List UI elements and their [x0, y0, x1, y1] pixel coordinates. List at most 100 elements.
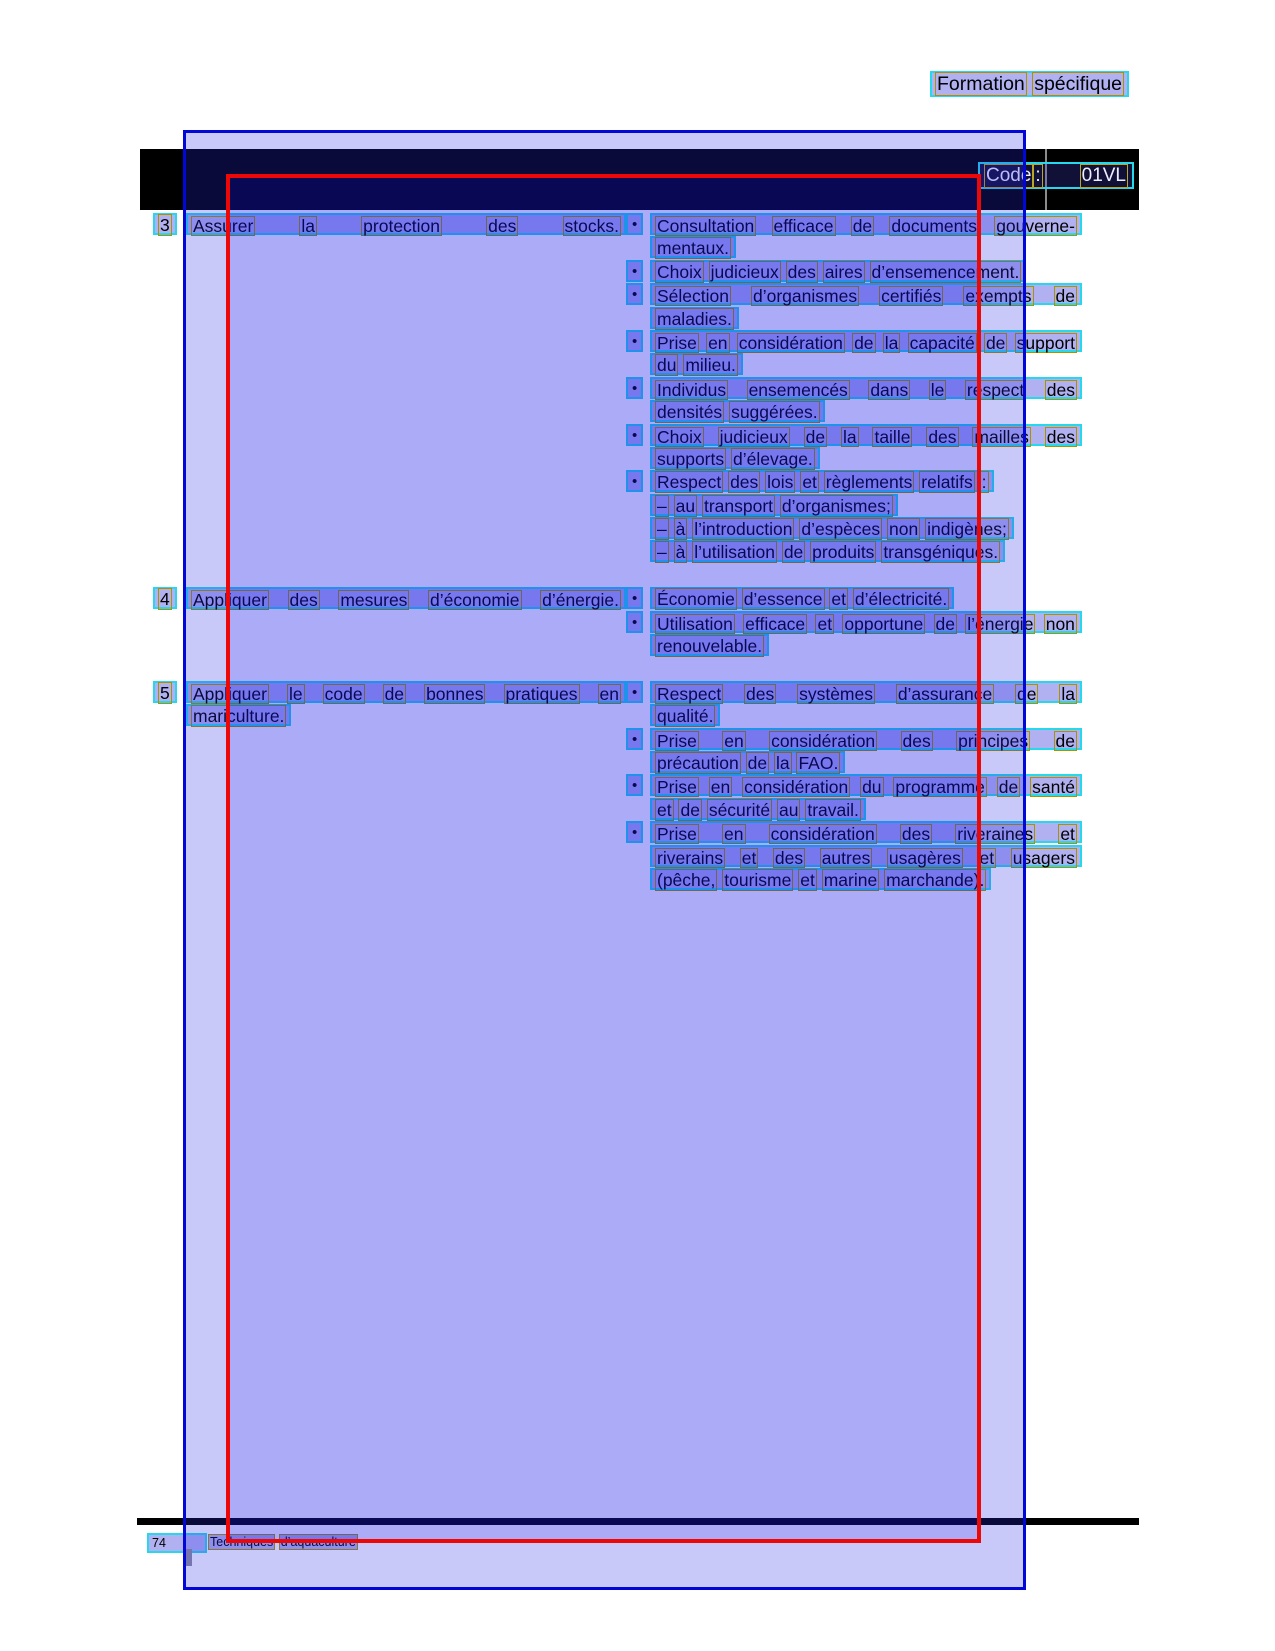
table-row: 4 Appliquer des mesures d’économie d’énergie.… [148, 587, 1082, 658]
word-box: considération [736, 332, 845, 353]
bullet-icon: • [626, 470, 644, 493]
word-box: usagères [886, 847, 963, 868]
objective-text: Appliquer des mesures d’économie d’énergie. [186, 587, 626, 611]
text-line-row: 4 [153, 587, 186, 611]
word-box: spécifique [1032, 72, 1125, 96]
ocr-line-box: 3 [153, 213, 177, 236]
word-box: documents [889, 216, 979, 236]
word-box: des [744, 683, 777, 704]
text-line-row: – à l’utilisation de produits transgéniq… [650, 540, 1082, 564]
ocr-line-box: – à l’introduction d’espèces non indigèn… [650, 517, 1014, 541]
word-box: de [1053, 730, 1077, 751]
word-box: renouvelable. [655, 635, 765, 658]
word-box: en [597, 683, 621, 704]
word-box: l’introduction [692, 518, 795, 541]
bullet-marker-cell: • [626, 680, 650, 704]
word-box: travail. [805, 798, 861, 821]
word-box: et [977, 847, 997, 868]
word-box: en [706, 332, 730, 353]
word-box: et [1058, 824, 1077, 845]
bullet-icon: • [626, 213, 644, 235]
word-box: de [983, 332, 1008, 353]
word-box: judicieux [708, 260, 781, 283]
ocr-line-box: Prise en considération du programme de santé [650, 774, 1082, 798]
ocr-line-box: Individus ensemencés dans le respect des [650, 376, 1082, 400]
word-box: au [673, 494, 698, 517]
word-box: Choix [655, 260, 704, 283]
word-box: des [900, 730, 933, 751]
ocr-line-box: Assurer la protection des stocks. [186, 213, 626, 236]
word-box: efficace [771, 216, 836, 236]
word-box: le [928, 379, 947, 400]
word-box: Code [984, 163, 1034, 188]
ocr-line-box: Choix judicieux de la taille des mailles des [650, 423, 1082, 447]
bullet-item: • Respect des lois et règlements relatifs… [626, 470, 1082, 564]
word-box: tourisme [722, 868, 794, 891]
caret-mark [186, 1549, 192, 1566]
bullet-text: Choix judicieux de la taille des mailles des sup… [650, 423, 1082, 471]
word-box: capacité [907, 332, 977, 353]
ocr-line-box: Prise en considération des principes de [650, 727, 1082, 751]
word-box: judicieux [717, 426, 790, 447]
bullet-text: Respect des lois et règlements relatifs … [650, 470, 1082, 564]
word-box: Prise [655, 777, 699, 798]
word-box: Sélection [655, 286, 731, 307]
word-box: des [1044, 379, 1077, 400]
ocr-line-box: Prise en considération des riveraines et [650, 821, 1082, 845]
word-box: Techniques [208, 1534, 276, 1550]
word-box: et [739, 847, 759, 868]
word-box: d’aquaculture [278, 1534, 358, 1550]
word-box: systèmes [797, 683, 875, 704]
bullet-icon: • [626, 587, 644, 610]
ocr-line-box: mariculture. [186, 704, 292, 728]
word-box: opportune [842, 613, 926, 634]
word-box: certifiés [879, 286, 944, 307]
ocr-line-box: – à l’utilisation de produits transgéniq… [650, 540, 1006, 564]
word-box: d’espèces [799, 518, 883, 541]
word-box: gouverne- [994, 216, 1077, 236]
word-box: des [287, 590, 320, 611]
word-box: de [382, 683, 407, 704]
bullet-text: Choix judicieux des aires d’ensemencemen… [650, 259, 1082, 283]
word-box: usagers [1010, 847, 1077, 868]
word-box: 74 [152, 1536, 166, 1550]
word-box: Consultation [655, 216, 757, 236]
word-box: Prise [655, 824, 699, 845]
bullet-icon: • [626, 821, 644, 844]
ocr-line-box: (pêche, tourisme et marine marchande). [650, 867, 992, 891]
word-box: milieu. [683, 354, 738, 377]
word-box: riveraines [955, 824, 1036, 845]
word-box: non [887, 518, 921, 541]
word-box: des [926, 426, 959, 447]
bullet-marker-cell: • [626, 283, 650, 306]
word-box: autres [819, 847, 873, 868]
word-box: sécurité [706, 798, 773, 821]
word-box: la [840, 426, 859, 447]
word-box: mesures [338, 590, 410, 611]
bullet-item: • Prise en considération des principes de préca… [626, 727, 1082, 775]
text-line-row: Prise en considération des riveraines et [650, 821, 1082, 845]
row-number-cell: 5 [148, 680, 186, 704]
text-line-row: – à l’introduction d’espèces non indigèn… [650, 517, 1082, 541]
bullet-item: • Individus ensemencés dans le respect des dens… [626, 376, 1082, 424]
word-box: : [1033, 163, 1043, 188]
word-box: du [860, 777, 884, 798]
word-box: 01VL [1079, 163, 1128, 188]
ocr-line-box: renouvelable. [650, 634, 770, 658]
word-box: Individus [655, 379, 729, 400]
word-box: – [655, 518, 669, 541]
code-line: Code : 01VL [978, 162, 1134, 189]
bullet-icon: • [626, 329, 644, 352]
word-box: Choix [655, 426, 704, 447]
ocr-line-box: Appliquer le code de bonnes pratiques en [186, 680, 626, 704]
ocr-line-box: Économie d’essence et d’électricité. [650, 587, 955, 611]
word-box: du [655, 354, 679, 377]
word-box: la [299, 216, 318, 236]
word-box: aires [822, 260, 865, 283]
word-box: d’électricité. [852, 588, 950, 611]
word-box: Utilisation [655, 613, 735, 634]
bullet-marker-cell: • [626, 213, 650, 236]
word-box: santé [1030, 777, 1077, 798]
word-box: d’essence [741, 588, 825, 611]
bullet-text: Respect des systèmes d’assurance de la qualité… [650, 680, 1082, 728]
